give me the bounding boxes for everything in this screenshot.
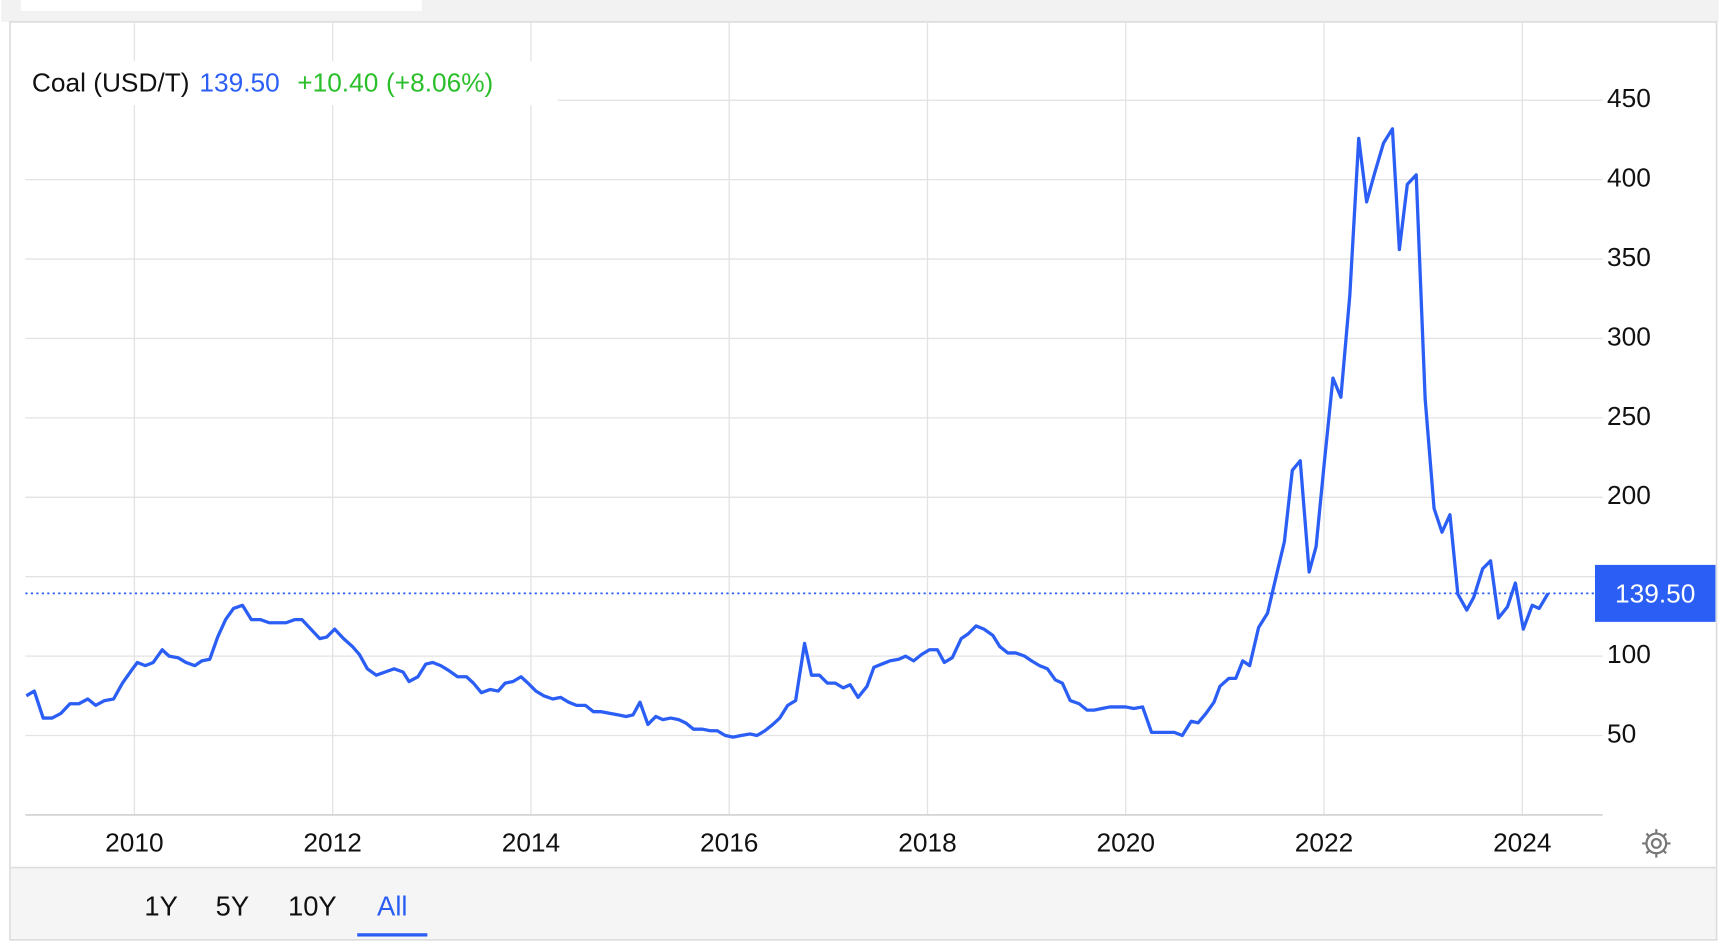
header-change-pct: (+8.06%) <box>386 67 493 97</box>
y-tick-label: 300 <box>1607 321 1651 351</box>
range-button[interactable]: All <box>377 890 407 921</box>
x-tick-label: 2016 <box>700 827 758 857</box>
x-tick-label: 2022 <box>1295 827 1353 857</box>
header-change: +10.40 <box>297 67 378 97</box>
x-tick-label: 2014 <box>502 827 560 857</box>
y-tick-label: 250 <box>1607 401 1651 431</box>
top-tab <box>20 0 422 11</box>
toolbar <box>11 867 1716 939</box>
price-line <box>25 127 1550 739</box>
header-bg <box>25 61 558 106</box>
gear-hub[interactable] <box>1650 837 1662 849</box>
gear-teeth[interactable] <box>1642 829 1671 858</box>
y-tick-label: 350 <box>1607 242 1651 272</box>
header-price: 139.50 <box>199 67 279 97</box>
header: Coal (USD/T) 139.50 +10.40 (+8.06%) <box>32 67 493 97</box>
last-price-label: 139.50 <box>1615 579 1695 609</box>
y-tick-label: 50 <box>1607 718 1636 748</box>
series-name: Coal (USD/T) <box>32 67 190 97</box>
y-tick-label: 400 <box>1607 163 1651 193</box>
x-tick-label: 2020 <box>1097 827 1155 857</box>
range-button[interactable]: 5Y <box>216 890 249 921</box>
y-tick-label: 450 <box>1607 83 1651 113</box>
range-underline <box>357 933 428 937</box>
range-button[interactable]: 10Y <box>288 890 337 921</box>
range-button[interactable]: 1Y <box>144 890 177 921</box>
x-tick-label: 2024 <box>1493 827 1551 857</box>
settings-icon[interactable] <box>1642 829 1671 858</box>
plot-area: 5010015020025030035040045020102012201420… <box>25 21 1716 857</box>
y-tick-label: 200 <box>1607 480 1651 510</box>
top-strip <box>1 0 1719 22</box>
chart-frame <box>9 21 1718 941</box>
x-tick-label: 2012 <box>303 827 361 857</box>
x-tick-label: 2010 <box>105 827 163 857</box>
last-price-tag <box>1594 564 1716 622</box>
y-tick-label: 100 <box>1607 639 1651 669</box>
x-tick-label: 2018 <box>898 827 956 857</box>
